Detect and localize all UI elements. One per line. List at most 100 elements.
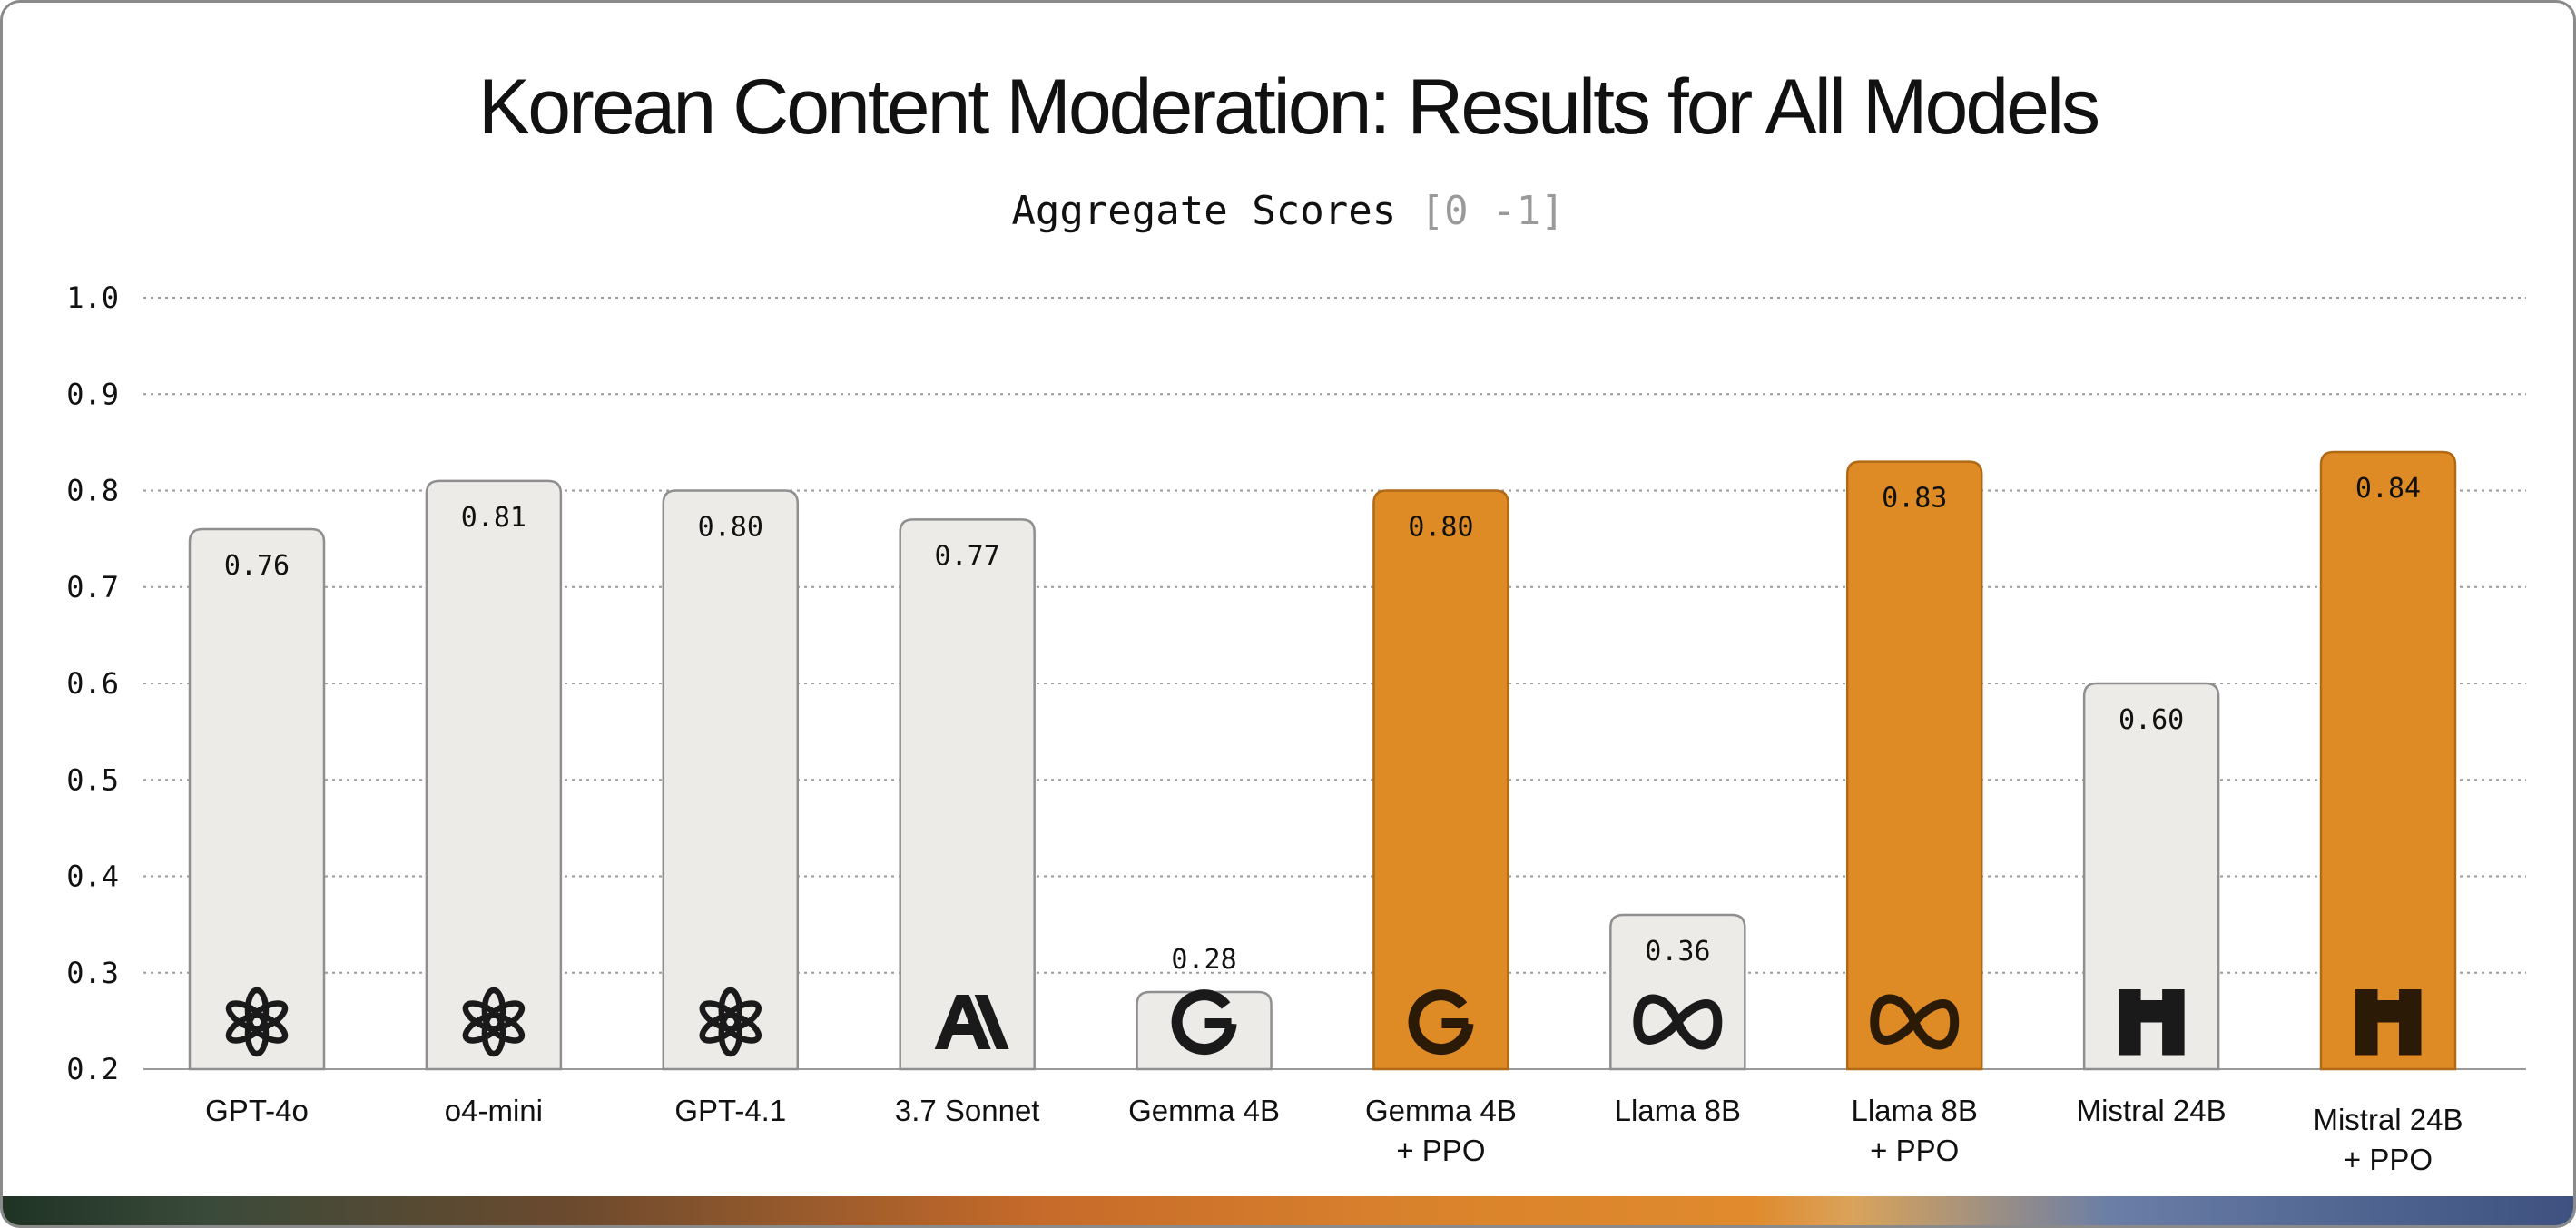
mistral-icon [2355, 989, 2422, 1056]
mistral-block [2366, 1033, 2378, 1045]
bar [425, 479, 563, 1071]
x-tick-label: + PPO [1396, 1134, 1485, 1167]
x-tick-label: Mistral 24B [2077, 1094, 2227, 1127]
data-label: 0.81 [461, 502, 526, 534]
google-icon [1408, 989, 1474, 1056]
chart-title: Korean Content Moderation: Results for A… [477, 64, 2100, 151]
mistral-block [2173, 1022, 2185, 1034]
x-tick-label: GPT-4o [205, 1094, 309, 1127]
mistral-block [2410, 1044, 2422, 1056]
mistral-block [2173, 989, 2185, 1001]
meta-icon [1633, 994, 1723, 1050]
y-tick-label: 0.7 [66, 570, 119, 604]
mistral-block [2410, 1011, 2422, 1023]
mistral-icon [2119, 989, 2185, 1056]
data-label: 0.80 [1408, 512, 1473, 544]
bar [1609, 913, 1746, 1071]
mistral-block [2355, 1044, 2367, 1056]
bar-group: 0.77 [899, 518, 1036, 1071]
mistral-block [2173, 1011, 2185, 1023]
mistral-block [2355, 1000, 2367, 1012]
x-tick-label: + PPO [2344, 1143, 2433, 1176]
mistral-block [2173, 1000, 2185, 1012]
mistral-block [2388, 1011, 2400, 1023]
bar-group: 0.60 [2082, 682, 2220, 1071]
openai-petal [225, 1000, 268, 1032]
y-tick-label: 0.5 [66, 762, 119, 797]
bar [2319, 450, 2457, 1071]
mistral-block [2129, 1044, 2141, 1056]
openai-icon [699, 987, 762, 1057]
x-tick-label: Mistral 24B [2313, 1103, 2463, 1136]
bar [1845, 460, 1983, 1071]
openai-icon [225, 987, 289, 1057]
mistral-block [2399, 1011, 2411, 1023]
y-tick-label: 0.9 [66, 377, 119, 411]
mistral-block [2151, 1011, 2163, 1023]
mistral-block [2162, 1022, 2174, 1034]
subtitle-range: [0 -1] [1420, 188, 1565, 234]
mistral-block [2119, 1011, 2130, 1023]
bar [899, 518, 1036, 1071]
data-label: 0.80 [698, 512, 763, 544]
mistral-block [2162, 1033, 2174, 1045]
mistral-block [2129, 1000, 2141, 1012]
anthropic-icon [934, 995, 1009, 1049]
mistral-block [2366, 1022, 2378, 1034]
bar [1372, 489, 1509, 1071]
openai-petal [462, 1000, 505, 1032]
bar-group: 0.36 [1609, 913, 1746, 1071]
mistral-block [2119, 989, 2130, 1001]
openai-petal [699, 1000, 742, 1032]
mistral-block [2162, 989, 2174, 1001]
y-axis-ticks: 0.2 0.3 0.4 0.5 0.6 0.7 0.8 0.9 1.0 [66, 280, 119, 1086]
mistral-block [2129, 989, 2141, 1001]
data-label: 0.60 [2119, 704, 2184, 736]
bar-group: 0.81 [425, 479, 563, 1071]
mistral-block [2388, 1000, 2400, 1012]
mistral-block [2410, 1022, 2422, 1034]
mistral-block [2140, 1000, 2152, 1012]
x-tick-label: Gemma 4B [1128, 1094, 1280, 1127]
mistral-block [2129, 1033, 2141, 1045]
x-tick-label: Llama 8B [1852, 1094, 1978, 1127]
mistral-block [2410, 1000, 2422, 1012]
data-label: 0.36 [1645, 936, 1710, 968]
meta-infinity [1633, 994, 1723, 1050]
bar-chart: 0.2 0.3 0.4 0.5 0.6 0.7 0.8 0.9 1.0 0.76 0.81 0.80… [66, 280, 2526, 1176]
bar [2082, 682, 2220, 1071]
bar [1136, 990, 1273, 1071]
mistral-block [2366, 989, 2378, 1001]
chart-subtitle: Aggregate Scores [0 -1] [3, 188, 2573, 234]
mistral-block [2377, 1011, 2389, 1023]
google-g-bar [1204, 1018, 1232, 1028]
x-tick-label: 3.7 Sonnet [895, 1094, 1040, 1127]
mistral-block [2399, 1000, 2411, 1012]
data-label: 0.84 [2355, 473, 2421, 505]
mistral-block [2151, 1000, 2163, 1012]
anthropic-a [934, 995, 991, 1049]
mistral-block [2399, 989, 2411, 1001]
mistral-block [2410, 1033, 2422, 1045]
anthropic-slash [974, 995, 1009, 1049]
bars: 0.76 0.81 0.80 0.77 0.28 0.80 0.36 0.83 0.60 0.84 [188, 450, 2457, 1071]
google-g-arc [1171, 989, 1237, 1056]
mistral-block [2140, 1011, 2152, 1023]
x-tick-label: + PPO [1870, 1134, 1959, 1167]
bar-group: 0.80 [1372, 489, 1509, 1071]
y-tick-label: 0.4 [66, 860, 119, 894]
mistral-block [2377, 1000, 2389, 1012]
y-tick-label: 1.0 [66, 280, 119, 315]
mistral-block [2162, 1000, 2174, 1012]
mistral-block [2366, 1011, 2378, 1023]
mistral-block [2173, 1044, 2185, 1056]
data-label: 0.77 [935, 540, 1000, 572]
mistral-block [2399, 1022, 2411, 1034]
data-label: 0.83 [1882, 483, 1947, 515]
x-axis-labels: GPT-4o o4-mini GPT-4.1 3.7 Sonnet Gemma 4B Ge… [205, 1094, 2463, 1176]
mistral-block [2162, 1044, 2174, 1056]
google-g-bar [1441, 1018, 1469, 1028]
mistral-block [2366, 1000, 2378, 1012]
bar-group: 0.76 [188, 527, 326, 1071]
